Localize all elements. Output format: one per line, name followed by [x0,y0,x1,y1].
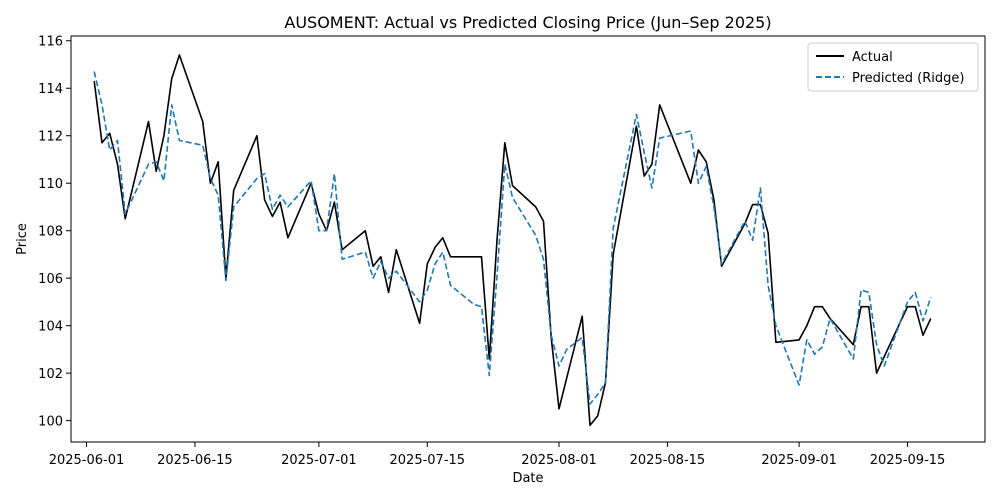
x-tick-label: 2025-06-15 [157,453,233,468]
y-tick-label: 110 [38,177,63,192]
x-axis: 2025-06-01 2025-06-15 2025-07-01 2025-07-15… [49,442,946,468]
x-tick-label: 2025-07-15 [390,453,466,468]
plot-frame [70,35,986,443]
series-line-actual [93,54,932,427]
legend-label-actual: Actual [852,50,893,65]
legend: Actual Predicted (Ridge) [807,42,979,92]
x-tick-label: 2025-09-01 [761,453,837,468]
series-line-predicted [93,71,932,405]
x-tick-label: 2025-08-15 [630,453,706,468]
legend-frame [807,42,979,92]
plot-area [70,35,986,443]
chart-title: AUSOMENT: Actual vs Predicted Closing Pr… [284,13,771,32]
y-tick-label: 104 [38,320,63,335]
y-tick-label: 112 [38,130,63,145]
x-tick-label: 2025-09-15 [870,453,946,468]
y-axis: 100 102 104 106 108 110 112 114 116 [38,35,71,430]
legend-label-predicted: Predicted (Ridge) [852,71,964,86]
x-axis-title: Date [512,471,543,486]
y-tick-label: 102 [38,367,63,382]
y-tick-label: 100 [38,415,63,430]
y-axis-title: Price [15,223,30,255]
y-tick-label: 114 [38,82,63,97]
x-tick-label: 2025-06-01 [49,453,125,468]
x-tick-label: 2025-07-01 [281,453,357,468]
y-tick-label: 108 [38,225,63,240]
y-tick-label: 116 [38,35,63,50]
series-layer [93,54,932,427]
y-tick-label: 106 [38,272,63,287]
x-tick-label: 2025-08-01 [521,453,597,468]
